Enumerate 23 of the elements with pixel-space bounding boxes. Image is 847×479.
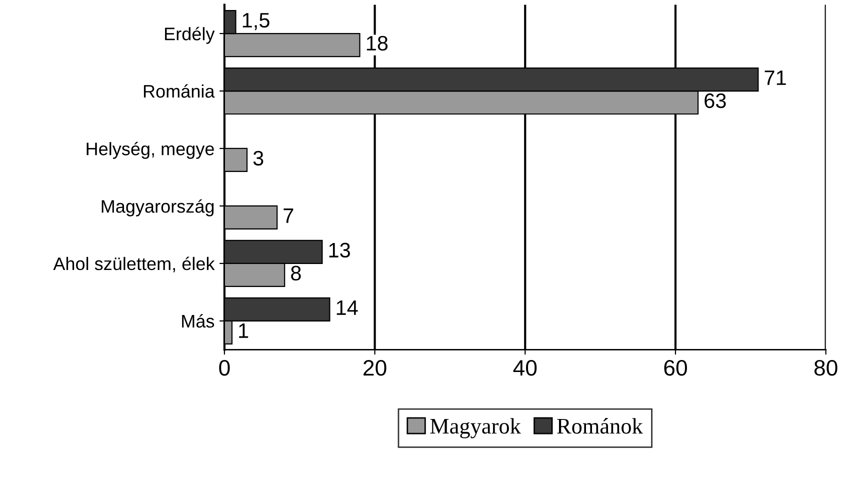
x-tick-label: 60 [664,360,687,376]
x-tick-label: 20 [364,360,386,376]
data-label: 1 [239,323,248,338]
x-tick-label: 0 [219,360,230,376]
x-tick-label: 80 [814,360,838,376]
legend-label: Magyarok [430,418,521,438]
y-tick-label: Ahol születtem, élek [53,256,215,272]
data-label: 7 [284,208,294,223]
data-label: 63 [704,93,726,108]
data-label: 71 [764,70,786,85]
y-tick-label: Helység, megye [86,142,214,159]
y-tick-label: Románia [144,84,215,98]
y-tick-label: Más [182,314,214,328]
data-label: 1,5 [242,13,270,30]
x-tick-label: 40 [513,360,537,376]
data-label: 8 [291,266,301,281]
data-label: 18 [366,36,388,51]
data-label: 3 [253,150,264,166]
data-label: 14 [336,300,358,315]
y-tick-label: Magyarország [102,199,214,216]
y-tick-label: Erdély [165,26,215,44]
legend-label: Románok [557,418,643,434]
data-label: 13 [329,242,350,258]
